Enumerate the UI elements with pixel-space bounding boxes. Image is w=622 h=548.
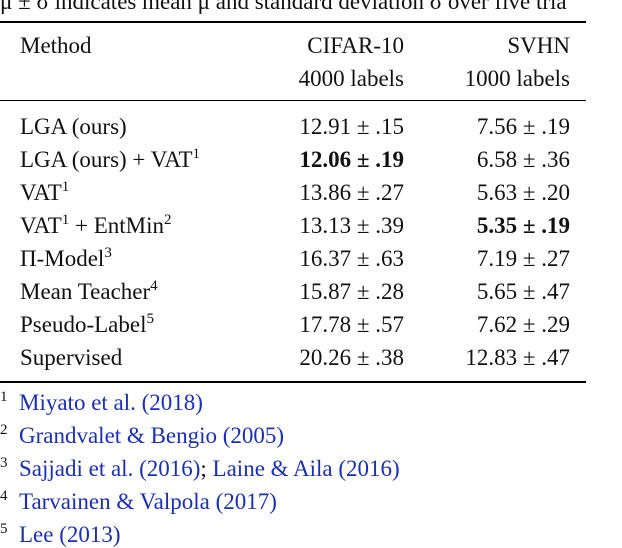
method-cell: VAT1 — [20, 180, 69, 206]
page: μ ± σ indicates mean μ and standard devi… — [0, 0, 586, 547]
value-text: 7.62 ± .29 — [476, 312, 570, 337]
value-text: 6.58 ± .36 — [476, 147, 570, 172]
text: VAT — [20, 180, 62, 205]
value-text: 5.65 ± .47 — [476, 279, 570, 304]
citation-link[interactable]: Laine & Aila (2016) — [212, 456, 400, 481]
value-cell: 20.26 ± .38 — [299, 345, 404, 371]
value-cell: 15.87 ± .28 — [299, 279, 404, 305]
value-cell: 12.91 ± .15 — [299, 114, 404, 140]
citation-link[interactable]: Lee (2013) — [19, 522, 121, 547]
citation-link[interactable]: Miyato et al. (2018) — [19, 390, 203, 415]
method-cell: LGA (ours) + VAT1 — [20, 147, 200, 173]
value-cell: 7.56 ± .19 — [477, 114, 570, 140]
method-cell: LGA (ours) — [20, 114, 127, 140]
value-text: 13.86 ± .27 — [299, 180, 404, 205]
value-text: 12.91 ± .15 — [299, 114, 404, 139]
mid-rule — [0, 100, 586, 101]
text: LGA (ours) + VAT — [20, 147, 193, 172]
value-cell: 12.83 ± .47 — [465, 345, 570, 371]
text: Π-Model — [20, 246, 105, 271]
method-cell: VAT1 + EntMin2 — [20, 213, 172, 239]
footnote-mark: 1 — [0, 389, 8, 405]
superscript: 2 — [164, 212, 172, 228]
value-cell: 6.58 ± .36 — [477, 147, 570, 173]
text: Mean Teacher — [20, 279, 151, 304]
value-text: 13.13 ± .39 — [299, 213, 404, 238]
column-header: SVHN — [507, 33, 570, 58]
column-subheader: 4000 labels — [298, 66, 404, 91]
superscript: 1 — [61, 179, 70, 195]
footnote: 5 Lee (2013) — [0, 522, 121, 548]
top-rule — [0, 21, 586, 23]
value-cell: 7.62 ± .29 — [477, 312, 570, 338]
value-text: 12.06 ± .19 — [299, 147, 404, 172]
text: Supervised — [20, 345, 123, 370]
footnote-mark: 4 — [0, 488, 8, 504]
footnote: 4 Tarvainen & Valpola (2017) — [0, 489, 277, 515]
footnote: 3 Sajjadi et al. (2016); Laine & Aila (2… — [0, 456, 400, 482]
value-cell: 13.86 ± .27 — [299, 180, 404, 206]
superscript: 3 — [104, 245, 112, 261]
method-header: Method — [20, 33, 92, 58]
value-cell: 16.37 ± .63 — [299, 246, 404, 272]
text: LGA (ours) — [20, 114, 127, 139]
text: VAT — [20, 213, 62, 238]
value-text: 15.87 ± .28 — [299, 279, 404, 304]
footnote-mark: 3 — [0, 455, 8, 471]
footnote-mark: 5 — [0, 521, 8, 537]
citation-link[interactable]: Sajjadi et al. (2016) — [19, 456, 201, 481]
value-text: 16.37 ± .63 — [299, 246, 404, 271]
column-subheader: 1000 labels — [464, 66, 570, 91]
value-cell: 5.65 ± .47 — [477, 279, 570, 305]
text: Pseudo-Label — [20, 312, 147, 337]
footnote: 2 Grandvalet & Bengio (2005) — [0, 423, 284, 449]
value-text: 7.56 ± .19 — [476, 114, 570, 139]
method-cell: Π-Model3 — [20, 246, 112, 272]
value-cell: 17.78 ± .57 — [299, 312, 404, 338]
value-text: 20.26 ± .38 — [299, 345, 404, 370]
value-text: 5.35 ± .19 — [476, 213, 570, 238]
method-cell: Pseudo-Label5 — [20, 312, 154, 338]
text: ; — [200, 456, 213, 481]
value-cell: 5.63 ± .20 — [477, 180, 570, 206]
bottom-rule — [0, 381, 586, 383]
citation-link[interactable]: Tarvainen & Valpola (2017) — [19, 489, 277, 514]
value-text: 12.83 ± .47 — [465, 345, 570, 370]
citation-link[interactable]: Grandvalet & Bengio (2005) — [19, 423, 285, 448]
column-header: CIFAR-10 — [307, 33, 404, 58]
value-text: 5.63 ± .20 — [476, 180, 570, 205]
superscript: 1 — [192, 146, 201, 162]
value-text: 17.78 ± .57 — [299, 312, 404, 337]
value-cell: 7.19 ± .27 — [477, 246, 570, 272]
value-cell: 5.35 ± .19 — [477, 213, 570, 239]
superscript: 5 — [146, 311, 154, 327]
caption: μ ± σ indicates mean μ and standard devi… — [0, 0, 567, 14]
value-text: 7.19 ± .27 — [476, 246, 570, 271]
value-cell: 13.13 ± .39 — [299, 213, 404, 239]
text: + EntMin — [69, 213, 165, 238]
footnote-mark: 2 — [0, 422, 8, 438]
superscript: 1 — [61, 212, 70, 228]
superscript: 4 — [150, 278, 158, 294]
value-cell: 12.06 ± .19 — [299, 147, 404, 173]
footnote: 1 Miyato et al. (2018) — [0, 390, 203, 416]
method-cell: Supervised — [20, 345, 122, 371]
method-cell: Mean Teacher4 — [20, 279, 158, 305]
